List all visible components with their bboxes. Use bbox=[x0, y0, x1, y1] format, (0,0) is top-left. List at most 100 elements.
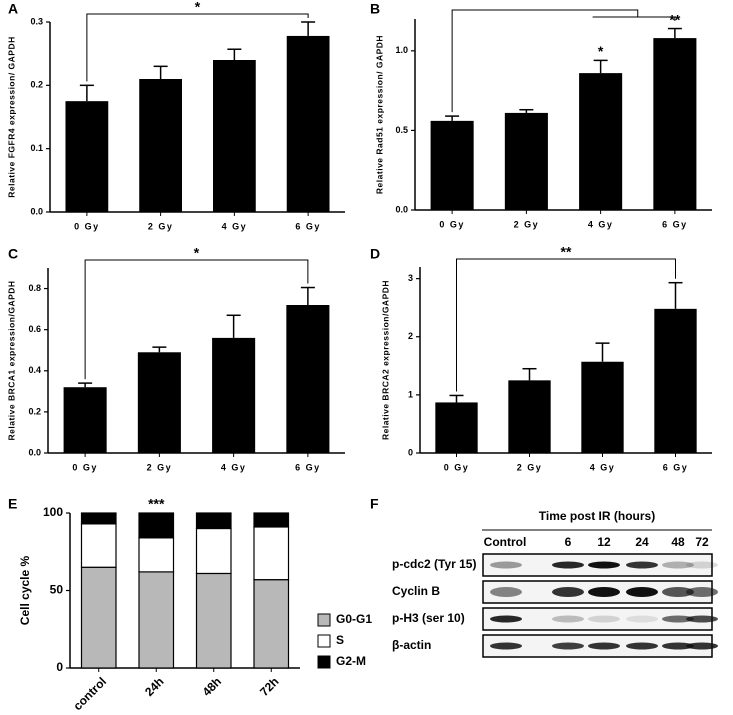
bar-segment bbox=[138, 571, 175, 669]
bar-segment bbox=[80, 523, 117, 568]
blot-row-label: p-cdc2 (Tyr 15) bbox=[392, 557, 476, 571]
blot-band bbox=[490, 615, 522, 623]
y-tick-label: 0.5 bbox=[395, 125, 408, 135]
blot-band bbox=[552, 561, 584, 569]
blot-band bbox=[626, 587, 658, 597]
y-tick-label: 50 bbox=[50, 583, 64, 597]
bar bbox=[435, 402, 478, 453]
x-tick-label: 0 Gy bbox=[74, 221, 100, 231]
panel-label: E bbox=[8, 496, 17, 512]
bar bbox=[63, 387, 107, 453]
significance-bracket bbox=[451, 9, 639, 113]
bar-segment bbox=[253, 512, 290, 528]
x-tick-label: 6 Gy bbox=[295, 221, 321, 231]
bar bbox=[504, 112, 548, 210]
bar bbox=[286, 305, 330, 453]
y-tick-label: 0.0 bbox=[30, 206, 43, 216]
y-tick-label: 1 bbox=[408, 389, 413, 399]
blot-band bbox=[588, 587, 620, 597]
bar-segment bbox=[253, 579, 290, 669]
blot-band bbox=[588, 642, 620, 650]
blot-band bbox=[662, 561, 694, 569]
x-tick-label: 4 Gy bbox=[590, 462, 616, 472]
legend-label: G0-G1 bbox=[336, 612, 372, 626]
blot-row-label: p-H3 (ser 10) bbox=[392, 611, 465, 625]
blot-band bbox=[686, 615, 718, 623]
bar bbox=[581, 361, 624, 453]
x-tick-label: 6 Gy bbox=[295, 462, 321, 472]
y-axis-label: Relative Rad51 expression/ GAPDH bbox=[374, 35, 384, 194]
blot-band bbox=[588, 561, 620, 569]
blot-band bbox=[662, 587, 694, 597]
significance-label: ** bbox=[669, 11, 680, 27]
blot-column-label: 6 bbox=[565, 535, 572, 549]
significance-label: *** bbox=[148, 496, 165, 512]
bar bbox=[212, 60, 256, 212]
bar-segment bbox=[138, 512, 175, 539]
blot-band bbox=[552, 615, 584, 623]
y-tick-label: 0.4 bbox=[28, 365, 41, 375]
x-tick-label: 4 Gy bbox=[221, 462, 247, 472]
x-tick-label: 6 Gy bbox=[663, 462, 689, 472]
bar-segment bbox=[195, 572, 232, 669]
blot-band bbox=[662, 615, 694, 623]
blot-band bbox=[490, 642, 522, 650]
bar-segment bbox=[195, 527, 232, 575]
blot-band bbox=[662, 642, 694, 650]
x-tick-label: 0 Gy bbox=[72, 462, 98, 472]
significance-label: ** bbox=[561, 244, 572, 260]
legend-swatch bbox=[317, 655, 331, 669]
blot-band bbox=[588, 615, 620, 623]
y-tick-label: 100 bbox=[43, 505, 63, 519]
bar bbox=[286, 35, 330, 212]
blot-row-label: Cyclin B bbox=[392, 584, 440, 598]
blot-column-label: 24 bbox=[635, 535, 649, 549]
blot-band bbox=[490, 561, 522, 569]
x-tick-label: 0 Gy bbox=[439, 219, 465, 229]
blot-band bbox=[490, 587, 522, 597]
bar bbox=[653, 38, 697, 210]
x-tick-label: 2 Gy bbox=[148, 221, 174, 231]
bar-segment bbox=[80, 512, 117, 525]
x-tick-label: 2 Gy bbox=[147, 462, 173, 472]
x-tick-label: 24h bbox=[142, 674, 167, 699]
x-tick-label: 48h bbox=[200, 674, 225, 699]
y-axis-label: Relative BRCA2 expression/GAPDH bbox=[380, 280, 390, 440]
bar bbox=[65, 101, 109, 212]
y-axis-label: Relative BRCA1 expression/GAPDH bbox=[6, 280, 16, 440]
blot-band bbox=[686, 642, 718, 650]
y-tick-label: 0.6 bbox=[28, 324, 41, 334]
blot-band bbox=[626, 615, 658, 623]
significance-label: * bbox=[598, 43, 604, 59]
y-tick-label: 0.8 bbox=[28, 283, 41, 293]
blot-column-label: Control bbox=[484, 535, 527, 549]
bar bbox=[579, 73, 623, 210]
blot-column-label: 48 bbox=[671, 535, 685, 549]
blot-row-label: β-actin bbox=[392, 638, 431, 652]
y-tick-label: 1.0 bbox=[395, 45, 408, 55]
x-tick-label: 2 Gy bbox=[514, 219, 540, 229]
y-axis-label: Cell cycle % bbox=[18, 555, 32, 625]
y-axis-label: Relative FGFR4 expression/ GAPDH bbox=[6, 36, 16, 198]
y-tick-label: 0 bbox=[408, 447, 413, 457]
legend-label: G2-M bbox=[336, 654, 366, 668]
significance-label: * bbox=[194, 245, 200, 261]
legend-label: S bbox=[336, 633, 344, 647]
x-tick-label: 72h bbox=[257, 674, 282, 699]
significance-bracket bbox=[86, 13, 309, 82]
bar bbox=[430, 120, 474, 210]
bar-segment bbox=[80, 566, 117, 669]
x-tick-label: 4 Gy bbox=[222, 221, 248, 231]
blot-column-label: 12 bbox=[597, 535, 611, 549]
bar bbox=[508, 380, 551, 453]
y-tick-label: 0.3 bbox=[30, 16, 43, 26]
panel-label: F bbox=[370, 496, 379, 512]
significance-bracket bbox=[456, 258, 676, 392]
x-tick-label: 0 Gy bbox=[444, 462, 470, 472]
y-tick-label: 0.1 bbox=[30, 143, 43, 153]
bar-segment bbox=[138, 537, 175, 573]
significance-label: * bbox=[195, 0, 201, 15]
y-tick-label: 2 bbox=[408, 331, 413, 341]
blot-title: Time post IR (hours) bbox=[539, 509, 655, 523]
